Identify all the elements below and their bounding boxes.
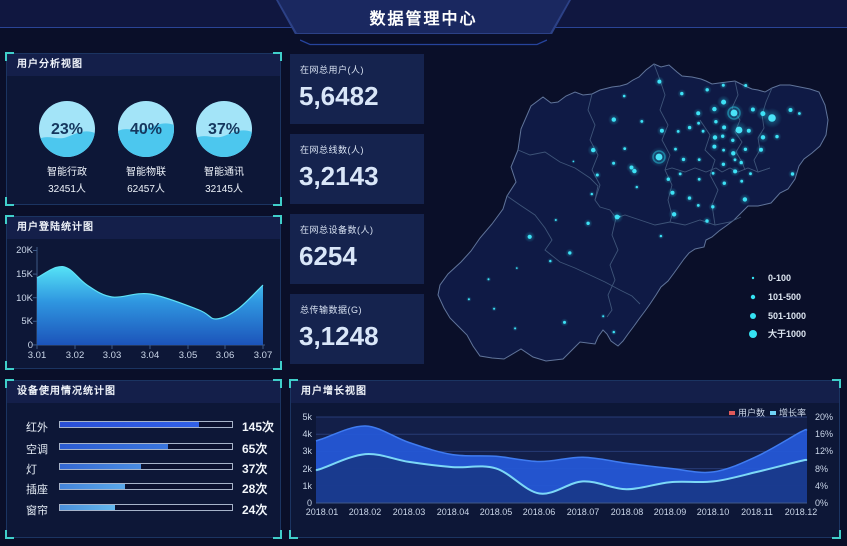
svg-text:3.07: 3.07 xyxy=(254,350,273,361)
svg-text:3.04: 3.04 xyxy=(141,350,160,361)
svg-text:23%: 23% xyxy=(51,121,83,138)
svg-text:2018.01: 2018.01 xyxy=(306,507,339,517)
svg-text:40%: 40% xyxy=(130,121,162,138)
svg-text:2018.03: 2018.03 xyxy=(393,507,426,517)
svg-text:10K: 10K xyxy=(16,293,34,304)
svg-text:501-1000: 501-1000 xyxy=(768,311,806,321)
svg-text:0: 0 xyxy=(307,498,312,508)
svg-text:3k: 3k xyxy=(302,446,312,456)
svg-text:20K: 20K xyxy=(16,245,34,256)
svg-text:2018.07: 2018.07 xyxy=(567,507,600,517)
svg-text:37%: 37% xyxy=(208,121,240,138)
svg-text:2018.09: 2018.09 xyxy=(654,507,687,517)
svg-text:2018.02: 2018.02 xyxy=(349,507,382,517)
svg-text:15K: 15K xyxy=(16,269,34,280)
svg-text:2018.06: 2018.06 xyxy=(523,507,556,517)
svg-text:0%: 0% xyxy=(815,498,828,508)
svg-text:20%: 20% xyxy=(815,412,833,422)
svg-text:3.06: 3.06 xyxy=(216,350,235,361)
svg-text:1k: 1k xyxy=(302,481,312,491)
svg-text:2018.12: 2018.12 xyxy=(785,507,818,517)
svg-text:2018.05: 2018.05 xyxy=(480,507,513,517)
svg-text:3.01: 3.01 xyxy=(28,350,47,361)
svg-text:2018.11: 2018.11 xyxy=(741,507,773,517)
svg-text:3.03: 3.03 xyxy=(103,350,122,361)
svg-text:8%: 8% xyxy=(815,464,828,474)
svg-text:4%: 4% xyxy=(815,481,828,491)
svg-text:2018.08: 2018.08 xyxy=(611,507,644,517)
svg-text:101-500: 101-500 xyxy=(768,292,801,302)
svg-text:大于1000: 大于1000 xyxy=(768,328,806,339)
svg-text:3.05: 3.05 xyxy=(179,350,198,361)
svg-text:0: 0 xyxy=(28,340,33,351)
svg-text:2k: 2k xyxy=(302,464,312,474)
svg-text:2018.04: 2018.04 xyxy=(437,507,470,517)
svg-text:4k: 4k xyxy=(302,429,312,439)
svg-text:5K: 5K xyxy=(21,316,33,327)
svg-text:0-100: 0-100 xyxy=(768,273,791,283)
svg-text:16%: 16% xyxy=(815,429,833,439)
svg-text:12%: 12% xyxy=(815,446,833,456)
svg-text:5k: 5k xyxy=(302,412,312,422)
svg-text:3.02: 3.02 xyxy=(66,350,85,361)
svg-text:2018.10: 2018.10 xyxy=(697,507,730,517)
